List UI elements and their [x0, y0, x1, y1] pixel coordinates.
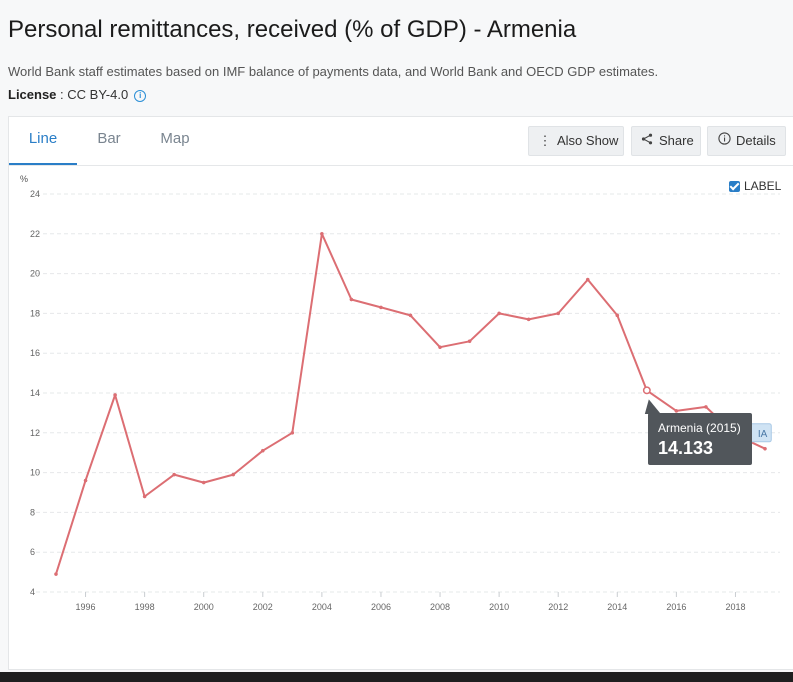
- data-point: [349, 297, 354, 302]
- tooltip-title: Armenia (2015): [658, 421, 741, 435]
- data-point: [704, 405, 708, 409]
- data-point: [556, 311, 561, 316]
- data-point: [674, 409, 679, 413]
- label-checkbox[interactable]: [729, 181, 740, 192]
- data-point: [142, 494, 147, 499]
- data-point: [438, 345, 442, 350]
- series-end-label-text: IA: [758, 429, 768, 440]
- data-point: [408, 313, 413, 318]
- share-button[interactable]: Share: [631, 126, 701, 156]
- data-point: [231, 472, 236, 477]
- data-point: [320, 231, 324, 236]
- x-tick-label: 1998: [135, 602, 155, 612]
- details-label: Details: [736, 133, 776, 148]
- x-tick-label: 2010: [489, 602, 509, 612]
- info-icon[interactable]: i: [134, 90, 147, 102]
- data-point: [290, 430, 295, 435]
- y-tick-label: 4: [30, 587, 35, 597]
- y-tick-label: 6: [30, 547, 35, 557]
- data-point: [763, 446, 767, 451]
- x-tick-label: 2012: [548, 602, 568, 612]
- details-button[interactable]: Details: [707, 126, 786, 156]
- also-show-button[interactable]: ⋮ Also Show: [528, 126, 624, 156]
- y-tick-label: 14: [30, 388, 40, 398]
- data-point: [201, 480, 206, 485]
- source-note: World Bank staff estimates based on IMF …: [8, 64, 659, 79]
- y-tick-label: 16: [30, 348, 40, 358]
- data-point: [260, 448, 265, 453]
- y-tick-label: 22: [30, 229, 40, 239]
- data-point: [467, 339, 472, 344]
- data-point: [526, 317, 531, 322]
- also-show-label: Also Show: [557, 133, 619, 148]
- x-tick-label: 2014: [607, 602, 627, 612]
- x-tick-label: 2018: [725, 602, 745, 612]
- y-axis-label: %: [20, 174, 28, 184]
- tab-map[interactable]: Map: [160, 130, 190, 147]
- info-circle-icon: [717, 127, 731, 155]
- x-tick-label: 2004: [312, 602, 332, 612]
- data-point: [585, 277, 590, 282]
- tooltip-box: [648, 413, 752, 465]
- y-tick-label: 24: [30, 189, 40, 199]
- x-tick-label: 2008: [430, 602, 450, 612]
- data-point: [172, 472, 177, 477]
- data-point: [113, 393, 117, 397]
- bottom-strip: [0, 672, 793, 682]
- data-point: [497, 311, 501, 316]
- license-value: : CC BY-4.0: [56, 87, 129, 102]
- y-tick-label: 10: [30, 468, 40, 478]
- label-toggle-text: LABEL: [744, 179, 782, 193]
- license-key: License: [8, 87, 57, 102]
- data-point: [54, 572, 58, 576]
- series-line-armenia: [55, 232, 766, 575]
- data-point: [615, 313, 620, 318]
- tab-bar[interactable]: Bar: [97, 130, 121, 147]
- share-icon: [640, 127, 654, 155]
- y-tick-label: 12: [30, 428, 40, 438]
- y-tick-label: 8: [30, 507, 35, 517]
- data-point: [83, 478, 88, 483]
- data-point-highlighted: [642, 386, 651, 395]
- chart-tabs: Line Bar Map ⋮ Also Show Share Details: [9, 117, 793, 166]
- share-label: Share: [659, 133, 694, 148]
- vertical-dots-icon: ⋮: [538, 133, 552, 148]
- tooltip-value: 14.133: [658, 438, 713, 458]
- x-tick-label: 2000: [194, 602, 214, 612]
- page-title: Personal remittances, received (% of GDP…: [8, 16, 577, 43]
- y-tick-label: 18: [30, 308, 40, 318]
- x-tick-label: 2002: [253, 602, 273, 612]
- tab-line[interactable]: Line: [9, 117, 77, 165]
- x-tick-label: 2006: [371, 602, 391, 612]
- data-point: [379, 305, 383, 310]
- y-tick-label: 20: [30, 269, 40, 279]
- x-tick-label: 1996: [76, 602, 96, 612]
- x-tick-label: 2016: [666, 602, 686, 612]
- tooltip-pointer: [644, 399, 661, 414]
- license-line: License : CC BY-4.0 i: [8, 87, 147, 102]
- label-toggle[interactable]: LABEL: [729, 179, 781, 193]
